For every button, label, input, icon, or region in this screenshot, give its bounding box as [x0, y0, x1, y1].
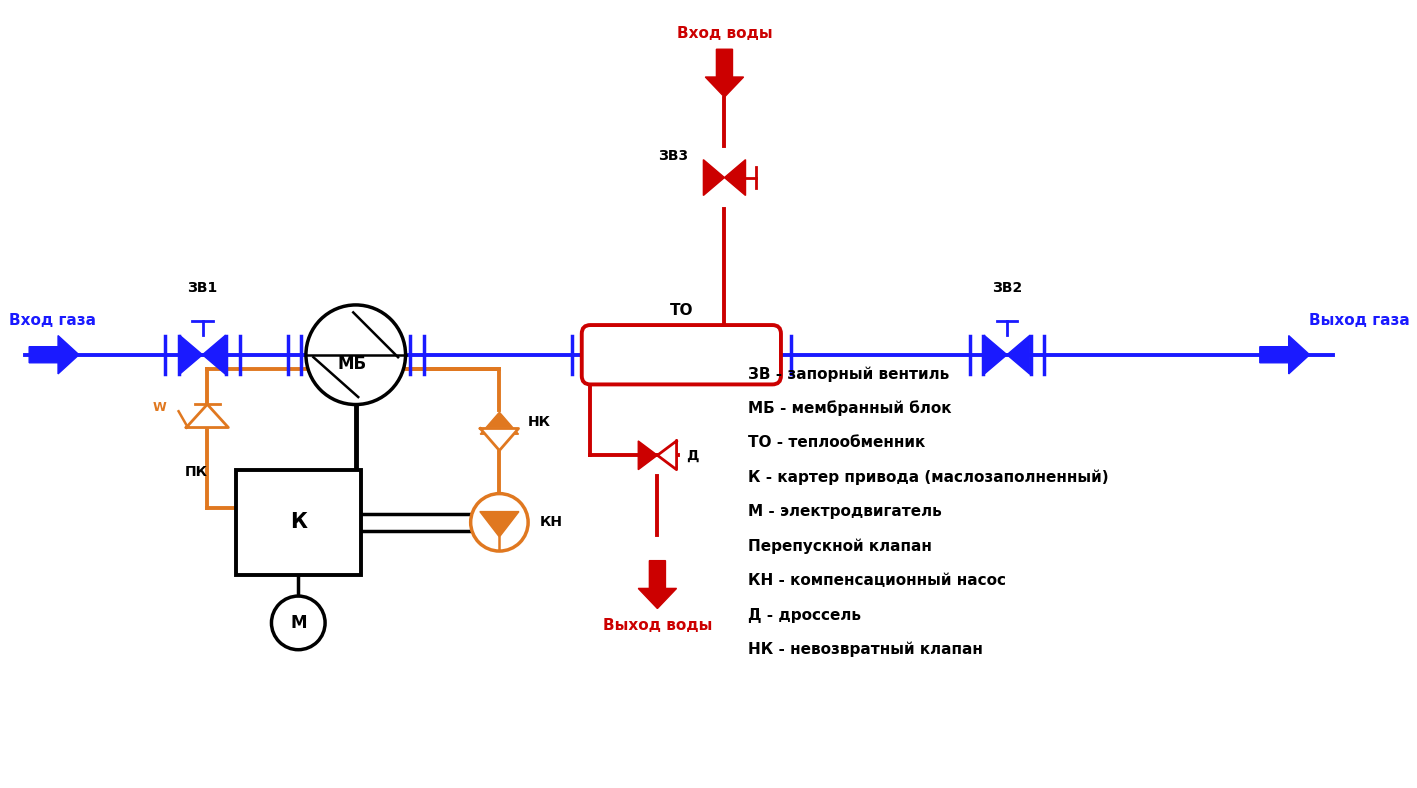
Text: Д: Д — [686, 448, 699, 463]
Text: К - картер привода (маслозаполненный): К - картер привода (маслозаполненный) — [748, 470, 1110, 485]
Polygon shape — [186, 404, 228, 428]
Circle shape — [272, 596, 324, 649]
Polygon shape — [480, 412, 519, 434]
Text: Перепускной клапан: Перепускной клапан — [748, 538, 932, 554]
Polygon shape — [480, 429, 519, 451]
Text: ЗВ2: ЗВ2 — [992, 281, 1022, 296]
Text: НК - невозвратный клапан: НК - невозвратный клапан — [748, 642, 983, 657]
Text: МБ: МБ — [337, 355, 367, 374]
Text: Вход воды: Вход воды — [677, 26, 772, 41]
Polygon shape — [706, 49, 744, 97]
Polygon shape — [203, 335, 225, 374]
Text: ЗВ3: ЗВ3 — [657, 150, 689, 163]
Text: ЗВ1: ЗВ1 — [187, 281, 218, 296]
Text: МБ - мембранный блок: МБ - мембранный блок — [748, 400, 952, 416]
Text: КН: КН — [540, 515, 563, 530]
Text: ЗВ - запорный вентиль: ЗВ - запорный вентиль — [748, 366, 949, 381]
Polygon shape — [638, 560, 676, 608]
Text: Д - дроссель: Д - дроссель — [748, 608, 862, 623]
Text: НК: НК — [529, 414, 551, 429]
Polygon shape — [180, 335, 203, 374]
Text: W: W — [153, 401, 166, 414]
Polygon shape — [703, 160, 724, 195]
Text: М: М — [290, 614, 306, 632]
Polygon shape — [724, 160, 745, 195]
Text: ТО: ТО — [670, 303, 693, 318]
Text: Выход газа: Выход газа — [1309, 313, 1410, 328]
Polygon shape — [983, 335, 1007, 374]
Circle shape — [306, 305, 405, 404]
Text: Вход газа: Вход газа — [9, 313, 96, 328]
Polygon shape — [638, 441, 657, 470]
Bar — [237, 470, 360, 575]
Circle shape — [470, 493, 529, 551]
Polygon shape — [657, 441, 676, 470]
Polygon shape — [30, 336, 79, 374]
Polygon shape — [480, 511, 519, 537]
Text: ПК: ПК — [184, 465, 207, 479]
Text: ТО - теплообменник: ТО - теплообменник — [748, 435, 925, 451]
Polygon shape — [1260, 336, 1309, 374]
FancyBboxPatch shape — [582, 325, 781, 385]
Text: КН - компенсационный насос: КН - компенсационный насос — [748, 573, 1006, 589]
Text: К: К — [289, 512, 306, 533]
Text: Выход воды: Выход воды — [602, 618, 713, 633]
Text: М - электродвигатель: М - электродвигатель — [748, 504, 942, 519]
Polygon shape — [1007, 335, 1030, 374]
